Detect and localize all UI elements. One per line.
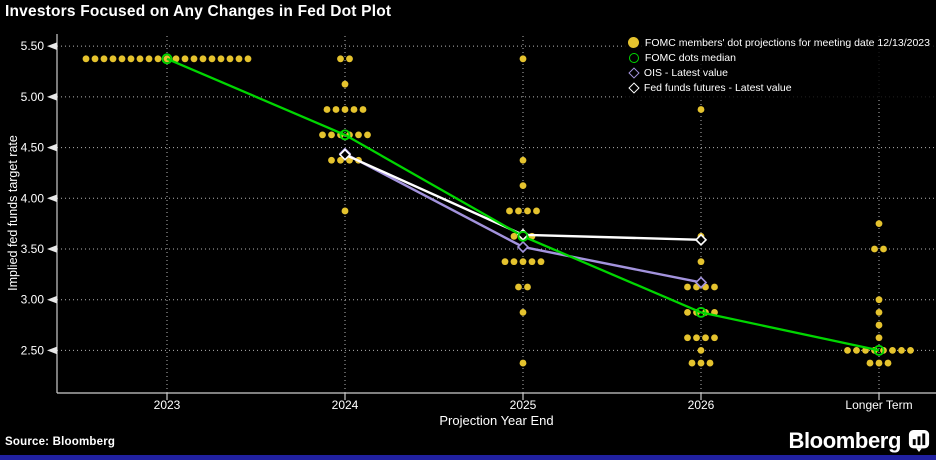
dot-column-2026	[684, 106, 718, 367]
dot-column-2024	[319, 55, 371, 215]
fomc-median-icon	[628, 52, 639, 63]
chart-title: Investors Focused on Any Changes in Fed …	[5, 3, 392, 20]
accent-bar	[0, 455, 936, 460]
svg-text:2024: 2024	[332, 398, 359, 412]
ois-latest-value-markers	[338, 147, 708, 289]
dot-column-2023	[82, 55, 252, 63]
legend-item-fomc-median: FOMC dots median	[628, 50, 930, 65]
bloomberg-terminal-icon	[908, 430, 930, 452]
x-tick-labels: 2023 2024 2025 2026 Longer Term	[154, 398, 913, 412]
fomc-dot-projections-icon	[627, 37, 639, 48]
x-axis-title: Projection Year End	[439, 413, 554, 428]
bloomberg-logo-text: Bloomberg	[788, 428, 901, 453]
svg-text:5.00: 5.00	[21, 90, 45, 104]
legend-item-label: OIS - Latest value	[643, 66, 728, 79]
legend-item-fed-funds-futures: Fed funds futures - Latest value	[628, 80, 930, 95]
dot-column-2025	[501, 55, 545, 367]
y-tick-labels: 2.50 3.00 3.50 4.00 4.50 5.00 5.50	[21, 39, 57, 357]
svg-text:2.50: 2.50	[21, 343, 45, 357]
chart-legend: FOMC members' dot projections for meetin…	[623, 33, 936, 98]
source-label: Source: Bloomberg	[5, 436, 116, 448]
legend-item-ois: OIS - Latest value	[628, 65, 930, 80]
svg-text:3.00: 3.00	[21, 293, 45, 307]
legend-item-fomc-dots: FOMC members' dot projections for meetin…	[627, 35, 930, 50]
svg-text:5.50: 5.50	[21, 39, 45, 53]
legend-item-label: FOMC members' dot projections for meetin…	[644, 36, 930, 49]
fed-funds-futures-latest-value-line	[344, 153, 702, 242]
ois-icon	[628, 66, 640, 79]
svg-text:2025: 2025	[510, 398, 537, 412]
svg-text:2026: 2026	[688, 398, 715, 412]
fed-funds-futures-icon	[628, 81, 640, 94]
svg-text:4.00: 4.00	[21, 191, 45, 205]
svg-text:Longer Term: Longer Term	[845, 398, 912, 412]
svg-text:3.50: 3.50	[21, 242, 45, 256]
legend-item-label: Fed funds futures - Latest value	[643, 81, 792, 94]
y-axis-title: Implied fed funds target rate	[6, 135, 20, 291]
legend-item-label: FOMC dots median	[644, 51, 736, 64]
svg-text:4.50: 4.50	[21, 141, 45, 155]
bloomberg-logo: Bloomberg	[788, 428, 930, 454]
svg-text:2023: 2023	[154, 398, 181, 412]
fomc-median-markers	[161, 53, 885, 356]
